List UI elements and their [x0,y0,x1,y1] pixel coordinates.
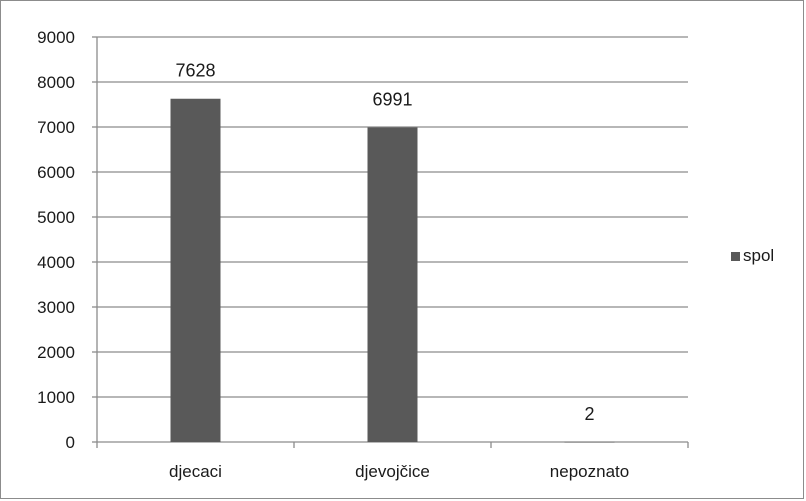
y-tick-label: 6000 [37,163,75,182]
data-label: 7628 [175,61,215,81]
legend-swatch [731,252,740,261]
bar-1 [367,127,418,442]
x-tick-label: nepoznato [550,462,629,481]
y-tick-label: 9000 [37,28,75,47]
legend: spol [731,246,774,265]
y-tick-label: 1000 [37,388,75,407]
x-tick-label: djevojčice [355,462,430,481]
data-label: 2 [584,404,594,424]
legend-label: spol [743,246,774,265]
data-labels: 7628 6991 2 [175,61,594,424]
x-axis-tick-labels: djecaci djevojčice nepoznato [169,462,629,481]
y-tick-label: 4000 [37,253,75,272]
y-tick-label: 2000 [37,343,75,362]
bar-2 [564,441,615,443]
y-tick-label: 5000 [37,208,75,227]
y-tick-label: 0 [66,433,75,452]
y-tick-label: 8000 [37,73,75,92]
y-tick-label: 3000 [37,298,75,317]
x-tick-label: djecaci [169,462,222,481]
y-axis-tick-labels: 0 1000 2000 3000 4000 5000 6000 7000 8000 9000 [37,28,75,452]
y-tick-label: 7000 [37,118,75,137]
bar-0 [170,98,221,443]
data-label: 6991 [372,89,412,109]
bars [170,98,615,443]
